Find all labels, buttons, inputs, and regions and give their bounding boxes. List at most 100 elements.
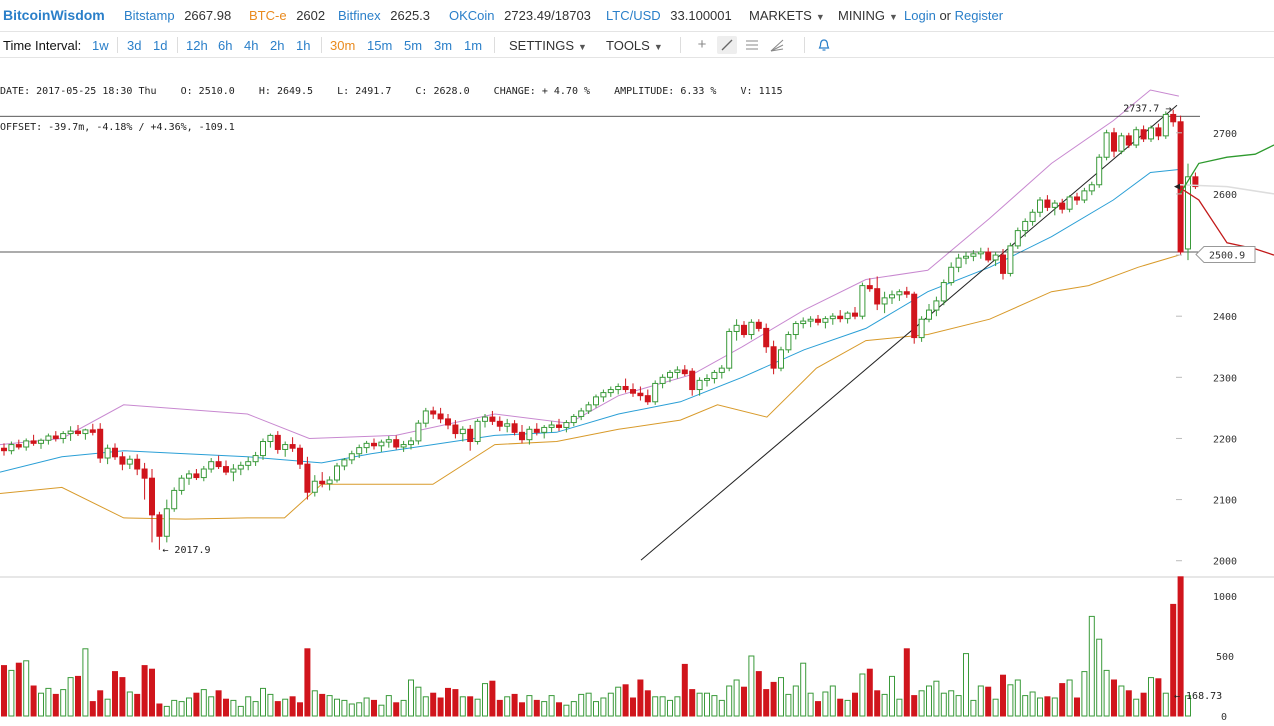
alert-bell-icon[interactable]: [814, 36, 834, 54]
volume-bar: [926, 685, 932, 717]
candle-body: [45, 435, 52, 441]
volume-bar: [267, 693, 274, 717]
candle-body: [563, 422, 570, 428]
price-axis: 2000210022002300240025002600270005001000: [1176, 129, 1237, 723]
ticker-price: 33.100001: [670, 8, 732, 23]
candle-body: [67, 430, 74, 435]
trendline-icon[interactable]: [717, 36, 737, 54]
fib-lines-icon[interactable]: [742, 36, 762, 54]
volume-bar: [644, 690, 651, 717]
ticker-okcoin[interactable]: OKCoin 2723.49/18703: [449, 8, 591, 23]
volume-bar: [763, 689, 770, 717]
markets-menu[interactable]: MARKETS ▼: [749, 8, 825, 23]
volume-bar: [163, 705, 170, 717]
trend-line[interactable]: [640, 104, 1178, 561]
mining-label: MINING: [838, 8, 885, 23]
interval-3d[interactable]: 3d: [127, 38, 142, 53]
ticker-btce[interactable]: BTC-e 2602: [249, 8, 325, 23]
volume-bar: [149, 668, 155, 717]
candle: [881, 291, 888, 314]
candle: [289, 437, 296, 452]
volume-bar: [334, 698, 340, 717]
interval-1h[interactable]: 1h: [296, 38, 311, 53]
brand-logo[interactable]: BitcoinWisdom: [3, 7, 105, 23]
depth-forecast: [1179, 144, 1274, 256]
candle-body: [8, 444, 15, 452]
interval-12h[interactable]: 12h: [186, 38, 208, 53]
candle: [1162, 111, 1169, 139]
candle: [1029, 209, 1036, 226]
settings-menu[interactable]: SETTINGS ▼: [509, 38, 587, 53]
candle-body: [1133, 129, 1140, 146]
fan-icon[interactable]: [767, 36, 787, 54]
candle: [748, 319, 755, 340]
candle: [297, 444, 303, 470]
candle: [659, 374, 666, 389]
crosshair-icon[interactable]: +: [697, 36, 707, 53]
volume-bar: [15, 662, 22, 717]
candle-body: [933, 300, 940, 311]
candle: [1059, 198, 1066, 214]
candle-body: [859, 285, 866, 317]
candle-body: [526, 428, 533, 441]
interval-15m[interactable]: 15m: [367, 38, 393, 53]
trend-line-segment[interactable]: [640, 104, 1178, 561]
interval-30m[interactable]: 30m: [330, 38, 356, 53]
ticker-bitfinex[interactable]: Bitfinex 2625.3: [338, 8, 430, 23]
candle-body: [748, 321, 755, 336]
candle: [711, 369, 718, 384]
divider: [321, 37, 322, 53]
volume-bar: [141, 665, 148, 717]
candle-body: [511, 423, 518, 433]
volume-bar: [119, 677, 126, 717]
interval-4h[interactable]: 4h: [244, 38, 259, 53]
candle-body: [637, 392, 644, 397]
volume-bar: [45, 687, 52, 717]
register-link[interactable]: Register: [954, 8, 1004, 23]
interval-2h[interactable]: 2h: [270, 38, 285, 53]
candle-body: [200, 468, 207, 479]
mining-menu[interactable]: MINING ▼: [838, 8, 898, 23]
candle-body: [1081, 190, 1088, 201]
horizontal-lines[interactable]: [0, 115, 1200, 253]
candle: [977, 247, 984, 259]
candle-body: [644, 395, 651, 403]
candle-body: [1096, 156, 1103, 186]
candle: [1066, 195, 1073, 213]
caret-down-icon: ▼: [578, 42, 587, 52]
current-volume-label: ← 168.73: [1174, 691, 1222, 702]
candle: [445, 414, 451, 430]
tools-menu[interactable]: TOOLS ▼: [606, 38, 663, 53]
candle: [1022, 218, 1029, 237]
candle-body: [1007, 245, 1014, 274]
volume-bar: [437, 697, 444, 717]
interval-3m[interactable]: 3m: [434, 38, 453, 53]
volume-bar: [977, 685, 984, 717]
volume-bar: [385, 695, 392, 717]
candle: [496, 416, 503, 432]
candle: [223, 460, 229, 476]
candle: [896, 289, 903, 301]
interval-1w[interactable]: 1w: [92, 38, 109, 53]
candle: [889, 290, 895, 304]
interval-1d[interactable]: 1d: [153, 38, 168, 53]
volume-bar: [541, 701, 548, 717]
interval-6h[interactable]: 6h: [218, 38, 233, 53]
volume-tick-label: 1000: [1213, 592, 1237, 603]
candle-body: [104, 447, 111, 459]
volume-bar: [911, 695, 918, 717]
candle-body: [385, 439, 392, 443]
login-link[interactable]: Login: [904, 8, 936, 23]
volume-bar: [1, 665, 7, 717]
ticker-ltcusd[interactable]: LTC/USD 33.100001: [606, 8, 732, 23]
volume-tick-label: 500: [1216, 652, 1234, 663]
interval-5m[interactable]: 5m: [404, 38, 423, 53]
interval-1m[interactable]: 1m: [464, 38, 483, 53]
ticker-bitstamp[interactable]: Bitstamp 2667.98: [124, 8, 231, 23]
current-price-label: 2500.9: [1209, 251, 1245, 262]
candle-body: [1000, 254, 1006, 274]
candle-body: [149, 477, 155, 516]
volume-bar: [674, 696, 681, 717]
candle: [452, 420, 459, 439]
